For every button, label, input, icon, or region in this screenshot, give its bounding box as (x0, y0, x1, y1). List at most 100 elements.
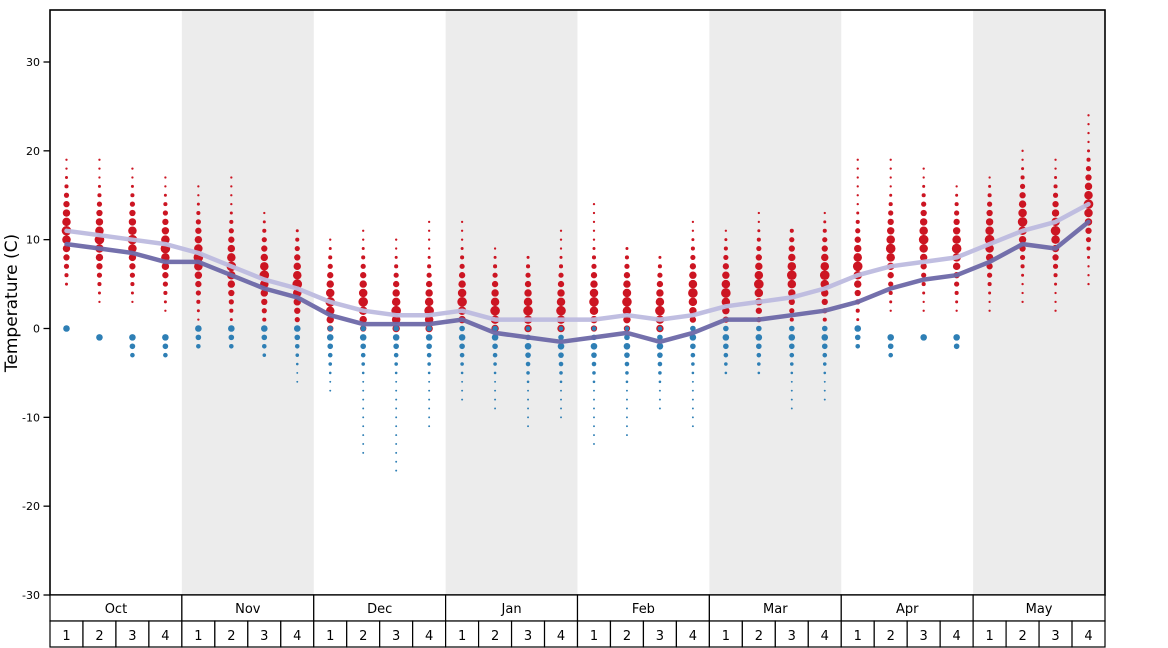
week-label: 2 (95, 629, 103, 644)
warm-temp-dot (131, 167, 134, 170)
cold-temp-dot (624, 326, 630, 331)
warm-temp-dot (295, 237, 300, 242)
week-label: 3 (1051, 629, 1059, 644)
warm-temp-dot (492, 272, 498, 278)
warm-temp-dot (1084, 208, 1093, 218)
warm-temp-dot (427, 238, 431, 241)
warm-temp-dot (885, 243, 896, 254)
warm-temp-dot (819, 270, 830, 281)
cold-temp-dot (229, 343, 234, 349)
cold-temp-dot (887, 334, 895, 341)
cold-temp-dot (821, 325, 828, 332)
cold-temp-dot (689, 334, 697, 341)
warm-temp-dot (823, 211, 826, 215)
warm-temp-dot (1054, 291, 1057, 295)
y-tick-label: -20 (22, 500, 40, 513)
cold-temp-dot (393, 343, 399, 350)
warm-temp-dot (856, 158, 859, 161)
warm-temp-dot (230, 194, 233, 197)
warm-temp-dot (988, 300, 991, 303)
warm-temp-dot (96, 201, 103, 207)
warm-temp-dot (98, 167, 101, 170)
warm-temp-dot (131, 300, 134, 303)
warm-temp-dot (197, 194, 200, 197)
cold-temp-dot (426, 343, 432, 350)
warm-temp-dot (1054, 167, 1057, 170)
warm-temp-dot (691, 220, 695, 224)
warm-temp-dot (589, 297, 599, 307)
cold-temp-dot (494, 398, 497, 401)
week-cell (379, 620, 414, 648)
warm-temp-dot (622, 297, 632, 307)
warm-temp-dot (789, 317, 794, 322)
warm-temp-dot (1084, 182, 1093, 191)
warm-temp-dot (325, 288, 335, 298)
warm-temp-dot (952, 262, 961, 271)
warm-temp-dot (161, 227, 170, 235)
warm-temp-dot (458, 280, 466, 288)
cold-temp-dot (855, 343, 861, 349)
warm-temp-dot (457, 288, 467, 298)
week-label: 4 (1084, 629, 1092, 644)
warm-temp-dot (854, 244, 862, 253)
warm-temp-dot (856, 318, 860, 322)
cold-temp-dot (691, 425, 694, 428)
cold-temp-dot (560, 389, 562, 392)
warm-temp-dot (921, 282, 926, 287)
warm-temp-dot (64, 273, 69, 278)
cold-temp-dot (395, 460, 398, 463)
cold-temp-dot (362, 407, 365, 410)
warm-temp-dot (523, 305, 533, 316)
warm-temp-dot (788, 253, 796, 262)
week-label: 4 (689, 629, 697, 644)
cold-temp-dot (790, 407, 793, 410)
cold-temp-dot (395, 380, 398, 383)
warm-temp-dot (195, 290, 201, 296)
cold-temp-dot (359, 334, 367, 341)
warm-temp-dot (888, 290, 893, 296)
warm-temp-dot (424, 297, 434, 307)
warm-temp-dot (1021, 149, 1024, 152)
warm-temp-dot (261, 237, 267, 243)
cold-temp-dot (590, 342, 598, 350)
warm-temp-dot (261, 245, 268, 252)
warm-temp-dot (523, 297, 533, 307)
warm-temp-dot (1051, 209, 1060, 217)
cold-temp-dot (461, 389, 464, 392)
week-cell (1071, 620, 1106, 648)
warm-temp-dot (493, 255, 497, 259)
warm-temp-dot (229, 219, 234, 224)
warm-temp-dot (129, 201, 136, 207)
cold-temp-dot (756, 343, 762, 350)
warm-temp-dot (96, 263, 103, 270)
warm-temp-dot (95, 253, 104, 262)
cold-temp-dot (757, 371, 761, 375)
warm-temp-dot (556, 305, 566, 316)
warm-temp-dot (822, 228, 827, 233)
cold-temp-dot (788, 334, 796, 341)
cold-temp-dot (360, 343, 367, 350)
warm-temp-dot (918, 234, 929, 245)
warm-temp-dot (98, 158, 101, 161)
warm-temp-dot (460, 255, 465, 260)
month-label: Nov (235, 602, 261, 617)
warm-temp-dot (1017, 217, 1028, 227)
warm-temp-dot (558, 272, 564, 278)
warm-temp-dot (954, 290, 959, 296)
week-label: 1 (590, 629, 598, 644)
warm-temp-dot (1054, 282, 1058, 286)
cold-temp-dot (822, 352, 828, 358)
cold-temp-dot (658, 398, 661, 401)
average-temperature-lines (64, 201, 1091, 345)
warm-temp-dot (1086, 246, 1091, 251)
warm-temp-dot (1054, 175, 1058, 179)
warm-temp-dot (922, 300, 925, 303)
warm-temp-dot (64, 282, 68, 286)
week-label: 4 (425, 629, 433, 644)
cold-temp-dot (527, 425, 529, 428)
warm-temp-dot (1052, 192, 1059, 198)
cold-temp-dot (756, 352, 762, 358)
warm-temp-dot (920, 209, 927, 217)
